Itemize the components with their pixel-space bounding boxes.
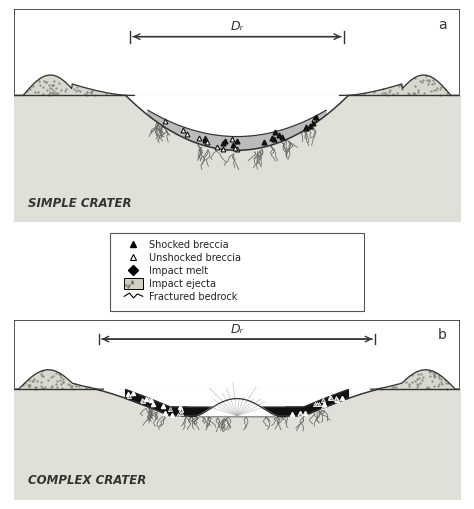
Polygon shape	[197, 399, 277, 416]
Text: b: b	[438, 327, 447, 341]
Text: Dᵣ: Dᵣ	[230, 323, 244, 335]
Text: COMPLEX CRATER: COMPLEX CRATER	[27, 473, 146, 486]
Polygon shape	[126, 96, 348, 151]
Polygon shape	[286, 390, 348, 416]
Polygon shape	[339, 76, 460, 96]
Bar	[124, 278, 143, 290]
Text: Shocked breccia: Shocked breccia	[149, 240, 229, 249]
Text: Impact ejecta: Impact ejecta	[149, 279, 217, 289]
Polygon shape	[14, 76, 135, 96]
Text: Fractured bedrock: Fractured bedrock	[149, 292, 238, 302]
Polygon shape	[148, 111, 326, 151]
Text: Dᵣ: Dᵣ	[230, 20, 244, 33]
Polygon shape	[94, 389, 380, 416]
Text: Unshocked breccia: Unshocked breccia	[149, 252, 241, 263]
Polygon shape	[188, 407, 286, 416]
Text: a: a	[438, 18, 447, 32]
Text: SIMPLE CRATER: SIMPLE CRATER	[27, 196, 131, 210]
Text: Impact melt: Impact melt	[149, 266, 209, 276]
Polygon shape	[126, 390, 188, 416]
Polygon shape	[371, 370, 460, 389]
Polygon shape	[14, 370, 103, 389]
